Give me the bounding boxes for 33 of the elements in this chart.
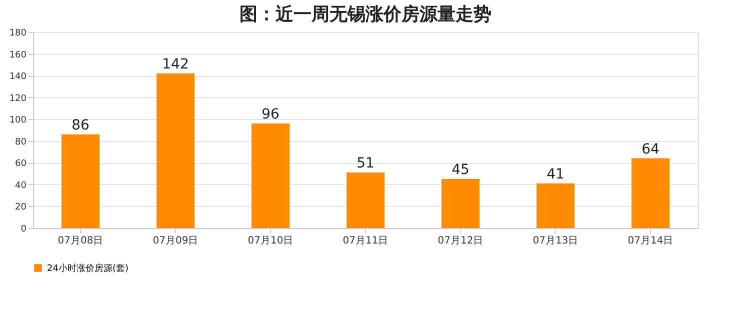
y-tick-label: 60 bbox=[15, 159, 27, 170]
data-label: 41 bbox=[546, 166, 564, 182]
bar bbox=[442, 179, 480, 228]
y-tick-label: 140 bbox=[9, 72, 27, 82]
y-tick-label: 160 bbox=[9, 50, 27, 60]
chart-title: 图：近一周无锡涨价房源量走势 bbox=[240, 4, 492, 25]
data-label: 64 bbox=[642, 141, 660, 158]
y-tick-label: 180 bbox=[9, 28, 27, 38]
bar bbox=[252, 123, 290, 228]
data-label: 45 bbox=[452, 162, 470, 178]
bar bbox=[156, 73, 194, 228]
x-tick-label: 07月08日 bbox=[58, 236, 104, 246]
bar bbox=[536, 183, 574, 228]
legend-label: 24小时涨价房源(套) bbox=[47, 263, 128, 274]
bar bbox=[632, 158, 670, 228]
y-tick-label: 40 bbox=[15, 180, 27, 191]
x-tick-label: 07月11日 bbox=[342, 236, 388, 246]
y-tick-label: 20 bbox=[15, 202, 27, 213]
x-tick-label: 07月13日 bbox=[532, 236, 578, 246]
x-tick-label: 07月14日 bbox=[628, 236, 674, 246]
y-tick-label: 80 bbox=[15, 137, 27, 148]
x-tick-label: 07月12日 bbox=[438, 236, 484, 246]
data-label: 86 bbox=[72, 117, 90, 134]
bar bbox=[62, 134, 100, 228]
data-label: 96 bbox=[262, 106, 280, 122]
x-tick-label: 07月10日 bbox=[248, 236, 294, 246]
y-tick-label: 100 bbox=[9, 116, 27, 126]
y-tick-label: 120 bbox=[9, 94, 27, 104]
bar bbox=[346, 172, 384, 228]
data-label: 51 bbox=[356, 155, 374, 172]
data-label: 142 bbox=[162, 56, 189, 72]
y-tick-label: 0 bbox=[20, 224, 27, 234]
x-tick-label: 07月09日 bbox=[152, 236, 198, 246]
